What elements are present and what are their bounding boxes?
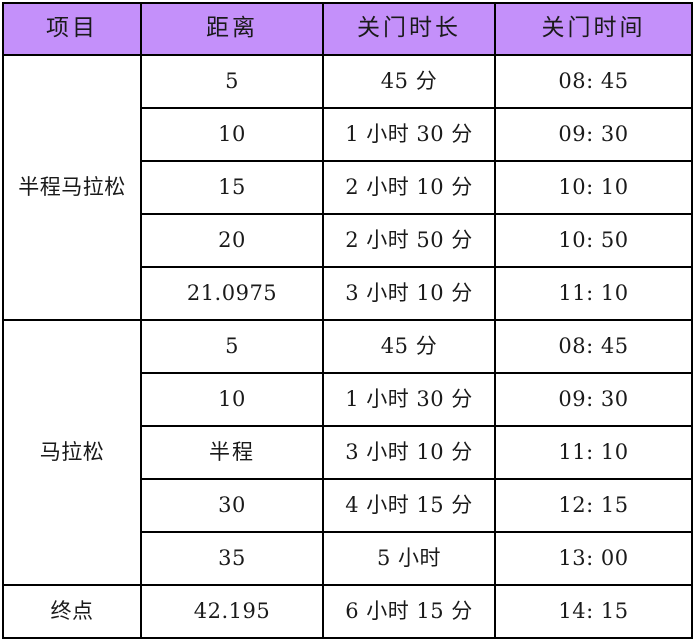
cell-duration: 6 小时 15 分 [322,584,496,639]
table-row: 20 2 小时 50 分 10: 50 [3,213,693,268]
cell-time: 11: 10 [494,425,693,480]
table-header: 项目 距离 关门时长 关门时间 [2,2,693,56]
cell-duration: 2 小时 50 分 [322,213,496,268]
cell-distance: 5 [140,319,324,374]
header-row: 项目 距离 关门时长 关门时间 [2,2,693,56]
cell-distance: 42.195 [140,584,324,639]
column-header-distance: 距离 [140,2,324,56]
cell-time: 14: 15 [494,584,693,639]
cell-distance: 15 [140,160,324,215]
cell-distance: 20 [140,213,324,268]
column-header-event: 项目 [2,2,142,56]
cell-distance: 21.0975 [140,266,324,321]
cell-duration: 45 分 [322,54,496,109]
cell-duration: 4 小时 15 分 [322,478,496,533]
table-row: 30 4 小时 15 分 12: 15 [3,478,693,533]
cell-distance: 半程 [140,425,324,480]
table-row: 21.0975 3 小时 10 分 11: 10 [3,266,693,321]
cell-time: 09: 30 [494,107,693,162]
cell-distance: 35 [140,531,324,586]
cell-duration: 45 分 [322,319,496,374]
event-label-marathon: 马拉松 [2,319,142,586]
cell-duration: 5 小时 [322,531,496,586]
table-row: 终点 42.195 6 小时 15 分 14: 15 [2,584,693,639]
cell-distance: 30 [140,478,324,533]
table-row: 半程马拉松 5 45 分 08: 45 [2,54,693,321]
table-row: 马拉松 5 45 分 08: 45 [2,319,693,586]
cell-duration: 2 小时 10 分 [322,160,496,215]
cell-duration: 1 小时 30 分 [322,372,496,427]
event-label-half-marathon: 半程马拉松 [2,54,142,321]
event-label-finish: 终点 [2,584,142,639]
cell-time: 08: 45 [494,319,693,374]
cell-time: 10: 50 [494,213,693,268]
cell-time: 08: 45 [494,54,693,109]
cell-distance: 5 [140,54,324,109]
cell-time: 09: 30 [494,372,693,427]
cell-time: 12: 15 [494,478,693,533]
cell-time: 11: 10 [494,266,693,321]
table-row: 半程 3 小时 10 分 11: 10 [3,425,693,480]
cell-distance: 10 [140,107,324,162]
table-row: 10 1 小时 30 分 09: 30 [3,107,693,162]
table-body: 半程马拉松 5 45 分 08: 45 10 1 小时 30 分 09: 30 … [2,54,693,639]
cell-duration: 1 小时 30 分 [322,107,496,162]
column-header-time: 关门时间 [494,2,693,56]
table-row: 15 2 小时 10 分 10: 10 [3,160,693,215]
cell-duration: 3 小时 10 分 [322,266,496,321]
cell-time: 13: 00 [494,531,693,586]
cell-time: 10: 10 [494,160,693,215]
table-row: 35 5 小时 13: 00 [3,531,693,586]
table-row: 10 1 小时 30 分 09: 30 [3,372,693,427]
cell-distance: 10 [140,372,324,427]
column-header-duration: 关门时长 [322,2,496,56]
cell-duration: 3 小时 10 分 [322,425,496,480]
